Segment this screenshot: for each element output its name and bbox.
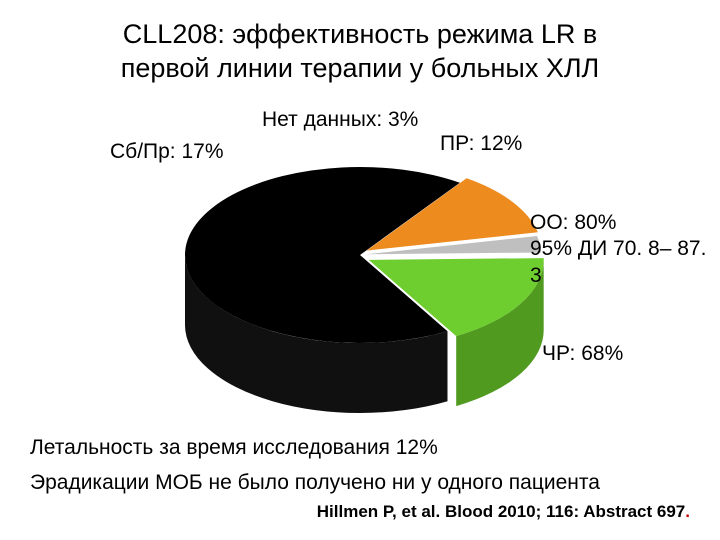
citation-text: Hillmen P, et al. Blood 2010; 116: Abstr… (317, 502, 686, 521)
citation: Hillmen P, et al. Blood 2010; 116: Abstr… (317, 502, 690, 522)
oo-line-1: ОО: 80% (530, 211, 616, 234)
label-pr: ПР: 12% (440, 132, 522, 156)
footer-mortality: Летальность за время исследования 12% (30, 436, 438, 460)
title-line-1: CLL208: эффективность режима LR в (123, 19, 597, 49)
label-oo: ОО: 80% 95% ДИ 70. 8– 87. 3 (530, 210, 720, 289)
title-line-2: первой линии терапии у больных ХЛЛ (121, 53, 600, 83)
slide-title: CLL208: эффективность режима LR в первой… (40, 18, 680, 86)
citation-dot: . (685, 502, 690, 521)
label-sbpr: Сб/Пр: 17% (110, 140, 224, 164)
footer-mrd: Эрадикации МОБ не было получено ни у одн… (30, 471, 600, 495)
oo-line-2: 95% ДИ 70. 8– 87. 3 (530, 237, 706, 286)
label-chr: ЧР: 68% (542, 342, 623, 366)
slide: CLL208: эффективность режима LR в первой… (0, 0, 720, 540)
label-nodata: Нет данных: 3% (262, 108, 418, 132)
